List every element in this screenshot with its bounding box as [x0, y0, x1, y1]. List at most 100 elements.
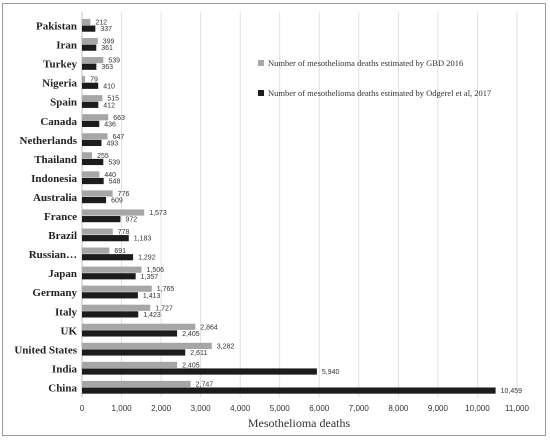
data-label: 776 [118, 191, 130, 198]
x-tick-label: 7,000 [349, 404, 370, 413]
bars: 2123373993615393637941051541266343664749… [82, 18, 523, 395]
bar [82, 76, 86, 83]
bar [82, 266, 142, 273]
data-label: 1,765 [157, 286, 175, 293]
bar [82, 247, 110, 254]
bar [82, 380, 191, 388]
data-label: 3,282 [217, 343, 235, 350]
data-label: 1,727 [155, 305, 173, 312]
data-label: 691 [114, 248, 126, 255]
data-label: 1,413 [143, 293, 161, 300]
data-label: 363 [101, 64, 113, 71]
category-label: France [44, 211, 77, 223]
data-label: 2,405 [182, 331, 200, 338]
x-tick-label: 10,000 [465, 404, 490, 413]
bar [82, 158, 104, 166]
data-label: 212 [95, 20, 107, 27]
data-label: 2,747 [196, 381, 214, 388]
category-label: Indonesia [31, 173, 77, 185]
bar [82, 273, 136, 280]
bar [82, 44, 97, 51]
x-tick-labels: 0 1,000 2,000 3,000 4,000 5,000 6,000 7,000 8,00… [80, 404, 530, 413]
bar [82, 349, 186, 356]
bar [82, 171, 100, 178]
data-label: 2,611 [190, 350, 207, 357]
category-labels: Pakistan Iran Turkey Nigeria Spain Canada Neth… [14, 21, 77, 395]
x-tick-label: 0 [80, 404, 85, 413]
bar [82, 216, 121, 223]
bar [82, 196, 107, 204]
data-label: 972 [125, 217, 137, 224]
category-label: United States [14, 344, 77, 356]
bar [82, 368, 317, 375]
bar [82, 209, 145, 216]
data-label: 10,459 [501, 388, 523, 395]
bar [82, 82, 99, 89]
data-label: 79 [90, 77, 98, 84]
data-label: 1,423 [143, 312, 161, 319]
bar [82, 37, 98, 45]
category-label: Thailand [34, 154, 77, 166]
data-label: 778 [118, 229, 130, 236]
bar [82, 292, 138, 299]
data-label: 1,506 [147, 267, 165, 274]
x-tick-label: 5,000 [270, 404, 291, 413]
category-label: Japan [48, 268, 77, 280]
x-tick-label: 4,000 [230, 404, 251, 413]
bar [82, 133, 108, 140]
bar [82, 304, 151, 311]
category-label: Germany [32, 287, 77, 299]
bar [82, 235, 129, 242]
category-label: Australia [33, 192, 78, 204]
x-tick-label: 9,000 [428, 404, 449, 413]
x-tick-label: 8,000 [388, 404, 409, 413]
x-tick-label: 2,000 [151, 404, 172, 413]
data-label: 539 [108, 58, 120, 65]
bar [82, 120, 100, 127]
data-label: 609 [111, 198, 123, 205]
data-label: 493 [106, 140, 118, 147]
category-label: Canada [40, 116, 77, 128]
bar [82, 285, 152, 292]
data-label: 2,864 [200, 324, 218, 331]
bar [82, 139, 102, 147]
data-label: 548 [109, 179, 121, 186]
bar [82, 114, 109, 121]
category-label: Brazil [48, 230, 77, 242]
data-label: 663 [113, 115, 125, 122]
bar [82, 190, 113, 197]
data-label: 1,357 [141, 274, 159, 281]
data-label: 515 [107, 96, 119, 103]
bar [82, 323, 196, 330]
category-label: Nigeria [42, 78, 77, 90]
data-label: 5,940 [322, 369, 340, 376]
bar [82, 330, 178, 337]
data-label: 1,292 [138, 255, 156, 262]
data-label: 361 [101, 45, 113, 52]
category-label: UK [61, 325, 78, 337]
bar [82, 254, 134, 261]
category-label: Spain [50, 97, 77, 109]
x-tick-label: 3,000 [191, 404, 212, 413]
data-label: 539 [108, 159, 120, 166]
legend-label: Number of mesothelioma deaths estimated … [268, 88, 491, 98]
bar [82, 361, 178, 369]
data-label: 440 [104, 172, 116, 179]
legend: Number of mesothelioma deaths estimated … [258, 58, 491, 98]
bar [82, 57, 104, 64]
data-label: 337 [100, 26, 112, 33]
category-label: Italy [55, 306, 78, 318]
bar [82, 342, 212, 349]
legend-swatch [258, 60, 264, 66]
bar [82, 177, 104, 185]
bar [82, 101, 99, 108]
x-axis-label: Mesothelioma deaths [248, 416, 351, 430]
bar [82, 311, 139, 318]
x-tick-label: 11,000 [505, 404, 529, 413]
category-label: Turkey [43, 59, 77, 71]
data-label: 2,405 [182, 362, 200, 369]
x-tick-label: 1,000 [112, 404, 133, 413]
category-label: Iran [56, 40, 77, 52]
bar [82, 228, 113, 235]
